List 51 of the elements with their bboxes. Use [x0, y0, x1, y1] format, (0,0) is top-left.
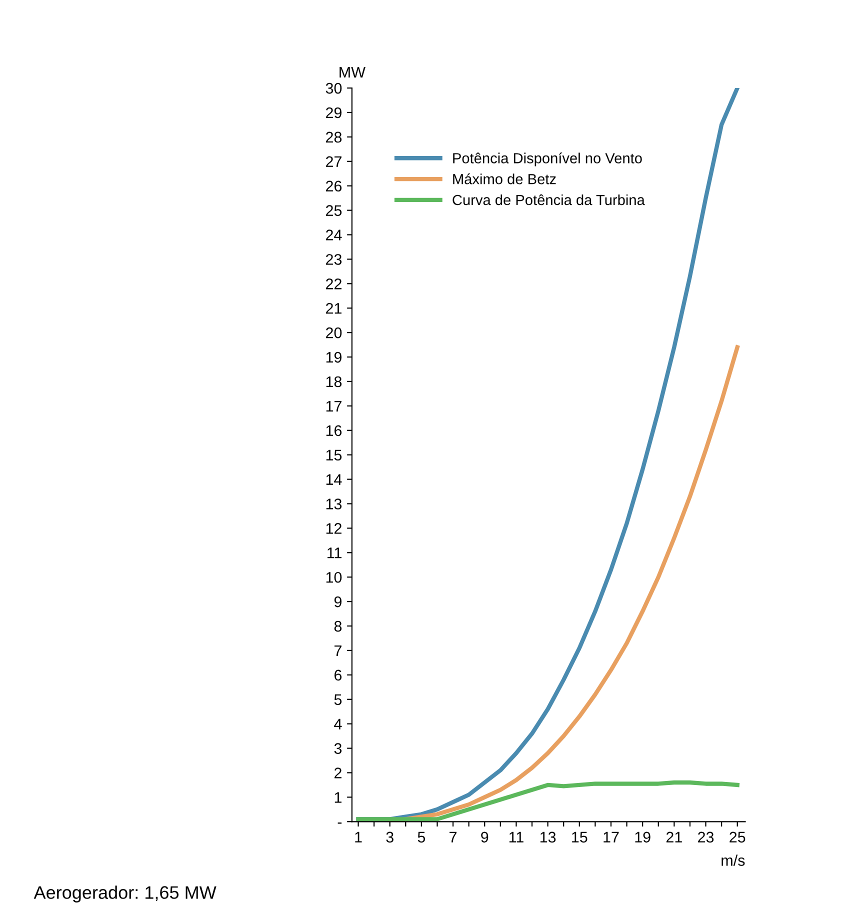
x-axis-title: m/s [722, 854, 745, 866]
x-tick-label: 25 [730, 832, 746, 843]
y-tick-label: 17 [326, 400, 342, 412]
y-tick-label: 1 [334, 792, 342, 803]
x-tick-label: 9 [481, 832, 488, 843]
x-tick-label: 7 [450, 832, 457, 842]
legend-label: Potência Disponível no Vento [453, 152, 642, 166]
y-tick-label: 3 [334, 743, 342, 754]
line-series [356, 780, 740, 822]
x-tick-label: 19 [635, 832, 650, 843]
y-tick-label: 12 [326, 523, 342, 534]
x-tick-label: 15 [572, 832, 588, 843]
y-tick-label: 25 [326, 205, 342, 216]
y-tick-label: 11 [328, 548, 342, 558]
y-tick-label: 22 [326, 278, 342, 290]
legend-label: Curva de Potência da Turbina [452, 194, 645, 206]
y-tick-label: 8 [334, 620, 342, 632]
x-tick-label: 5 [418, 832, 426, 843]
y-tick-label: 6 [334, 670, 342, 681]
x-tick-label: 21 [666, 832, 682, 842]
x-tick-label: 13 [540, 832, 556, 843]
x-tick-label: 1 [355, 832, 362, 842]
y-tick-label: 15 [326, 450, 342, 461]
y-tick-label: 27 [326, 156, 342, 167]
y-tick-label: - [338, 822, 342, 824]
x-tick-label: 11 [509, 832, 524, 842]
y-tick-label: 5 [334, 694, 342, 706]
y-tick-label: 19 [326, 352, 342, 363]
y-tick-label: 20 [326, 327, 342, 338]
y-tick-label: 14 [326, 474, 342, 485]
y-tick-label: 10 [326, 572, 342, 583]
y-tick-label: 18 [326, 376, 342, 388]
y-tick-label: 30 [326, 82, 342, 94]
y-tick-label: 29 [326, 107, 342, 118]
y-tick-label: 24 [326, 230, 342, 240]
y-tick-label: 28 [326, 132, 342, 143]
legend-label: Máximo de Betz [453, 173, 556, 184]
y-tick-label: 23 [326, 254, 342, 265]
x-tick-label: 23 [698, 832, 714, 843]
text: Aerogerador: 1,65 MW [34, 886, 216, 902]
y-axis-title: MW [340, 67, 366, 78]
y-tick-label: 21 [326, 302, 342, 314]
y-tick-label: 2 [334, 768, 342, 778]
y-tick-label: 16 [326, 425, 342, 436]
x-tick-label: 17 [604, 832, 619, 842]
y-tick-label: 13 [326, 498, 342, 510]
y-tick-label: 4 [334, 718, 342, 730]
y-tick-label: 26 [326, 180, 342, 192]
y-tick-label: 9 [334, 596, 342, 608]
x-tick-label: 3 [386, 832, 394, 843]
y-tick-label: 7 [334, 645, 342, 656]
